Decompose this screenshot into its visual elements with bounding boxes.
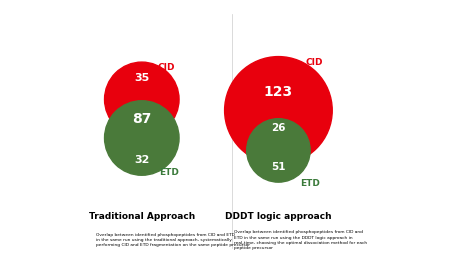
Circle shape bbox=[105, 62, 179, 137]
Circle shape bbox=[105, 101, 179, 175]
Circle shape bbox=[247, 119, 310, 182]
Text: DDDT logic approach: DDDT logic approach bbox=[225, 212, 332, 221]
Text: 51: 51 bbox=[271, 162, 286, 172]
Circle shape bbox=[225, 57, 332, 164]
Text: 87: 87 bbox=[132, 112, 151, 126]
Text: Traditional Approach: Traditional Approach bbox=[89, 212, 195, 221]
Text: Overlap between identified phosphopeptides from CID and ETD
in the same run usin: Overlap between identified phosphopeptid… bbox=[96, 233, 250, 247]
Text: Overlap between identified phosphopeptides from CID and
ETD in the same run usin: Overlap between identified phosphopeptid… bbox=[234, 230, 367, 250]
Text: 123: 123 bbox=[264, 84, 293, 99]
Text: 26: 26 bbox=[271, 123, 286, 133]
Text: ETD: ETD bbox=[300, 179, 320, 188]
Text: CID: CID bbox=[158, 63, 175, 72]
Text: 35: 35 bbox=[134, 73, 150, 83]
Text: ETD: ETD bbox=[159, 168, 179, 177]
Text: 32: 32 bbox=[134, 155, 150, 164]
Text: CID: CID bbox=[306, 58, 323, 67]
